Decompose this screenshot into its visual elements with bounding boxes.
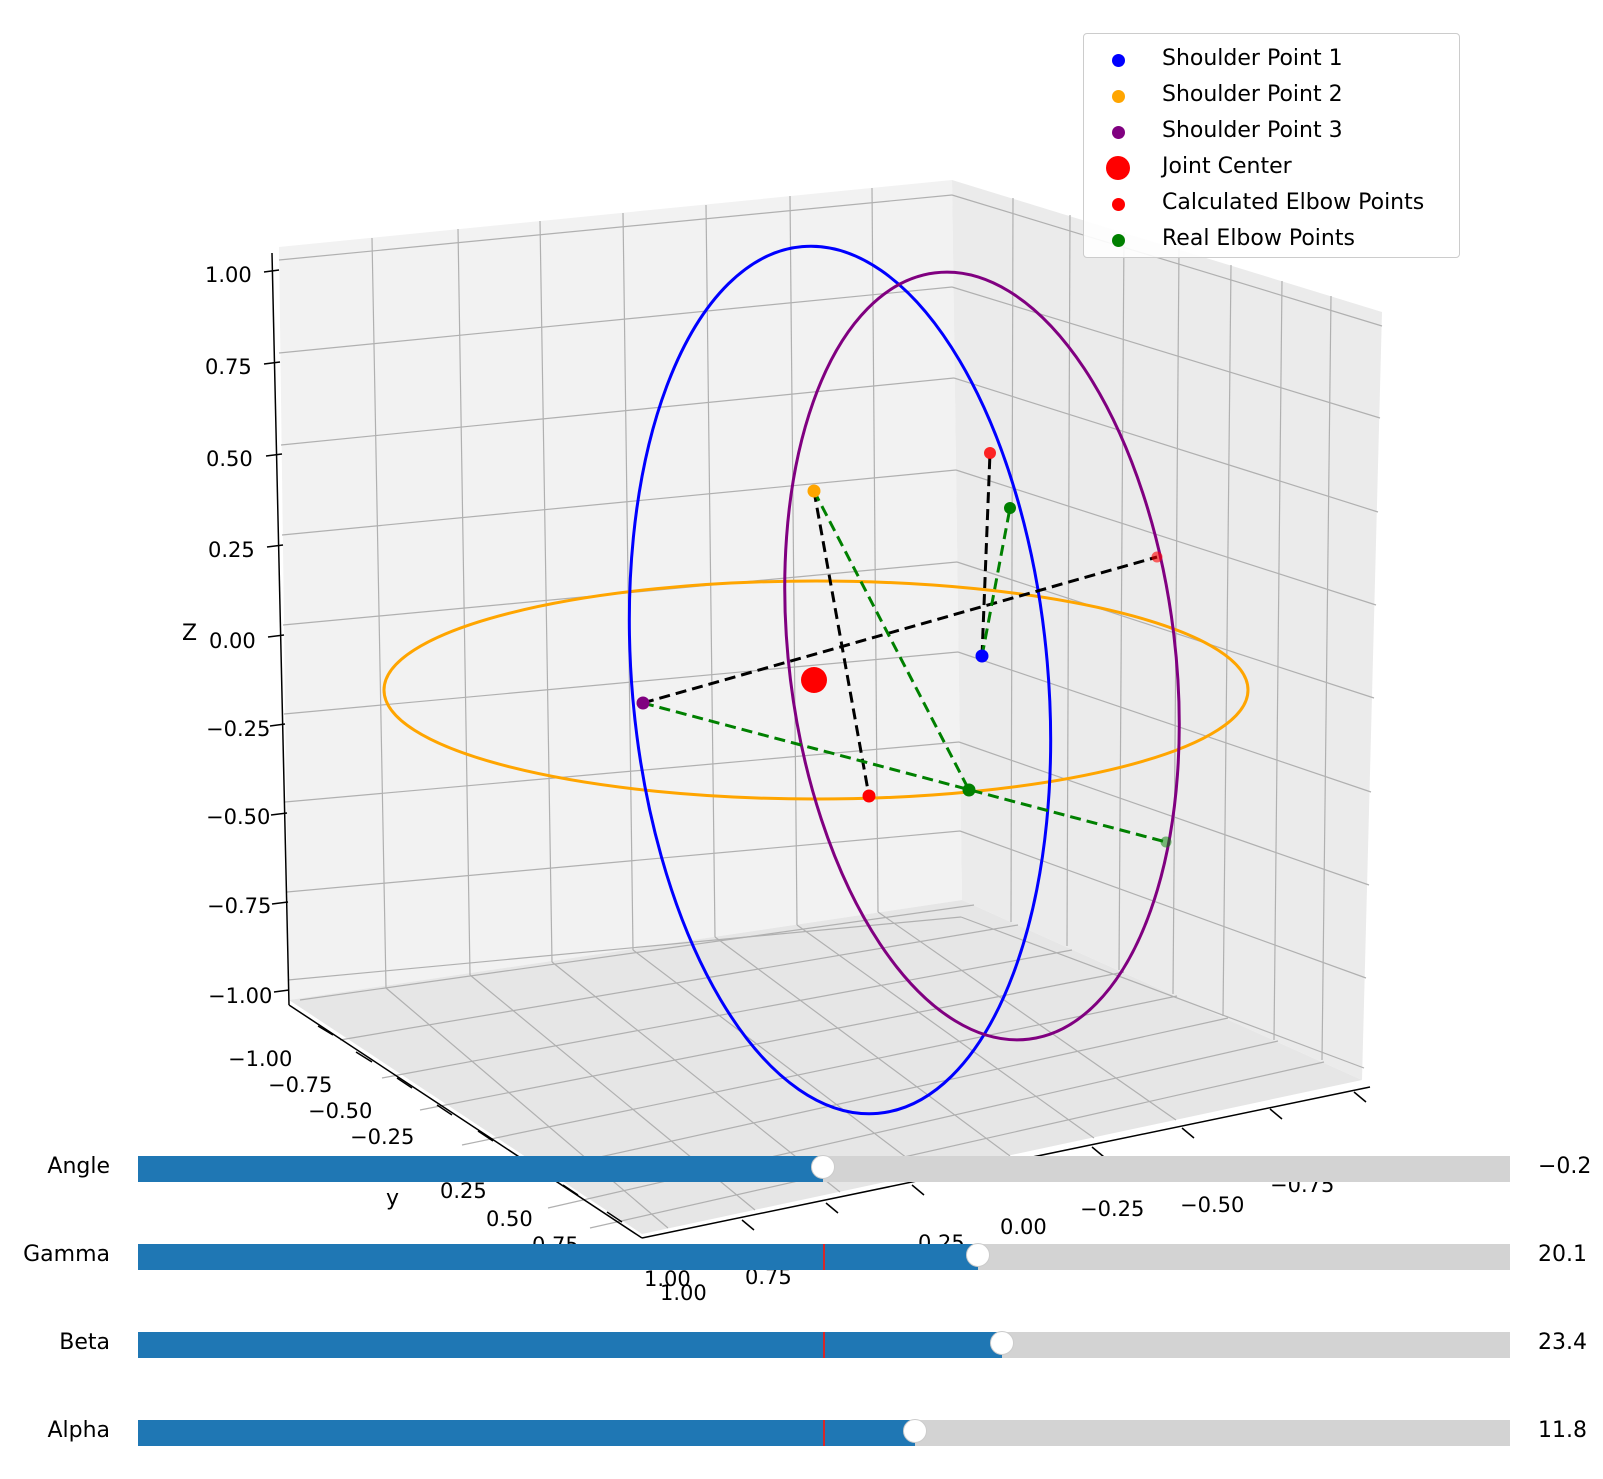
slider-track[interactable] [138, 1155, 1510, 1182]
slider-track[interactable] [138, 1331, 1510, 1358]
data-points [636, 447, 1172, 848]
z-tick-labels: 1.00 0.75 0.50 0.25 0.00 −0.25 −0.50 −0.75 −1.00 [205, 263, 272, 1008]
legend-item: Joint Center [1084, 150, 1459, 186]
slider-track[interactable] [138, 1419, 1510, 1446]
slider-value: 20.1 [1538, 1242, 1587, 1267]
legend-label: Shoulder Point 1 [1162, 46, 1343, 71]
slider-initial-marker [823, 1244, 825, 1270]
calculated-connectors [642, 452, 1158, 797]
y-tick-label: −0.75 [268, 1073, 332, 1097]
y-tick-label: −1.00 [228, 1047, 292, 1071]
slider-beta[interactable]: Beta 23.4 [0, 1314, 1603, 1374]
legend-item: Calculated Elbow Points [1084, 186, 1459, 222]
calculated-elbow-point [984, 447, 996, 459]
joint-center [801, 667, 827, 693]
legend-marker [1111, 53, 1125, 67]
z-axis-label: Z [182, 621, 197, 646]
real-connectors [642, 490, 1167, 844]
z-tick-label: 1.00 [205, 263, 252, 287]
legend-marker [1111, 233, 1125, 247]
x-tick-label: −0.50 [1180, 1193, 1244, 1217]
real-elbow-point [1160, 836, 1172, 848]
blue-circle [627, 244, 1053, 1116]
slider-label: Gamma [23, 1242, 110, 1267]
y-axis-label: y [386, 1186, 399, 1211]
real-elbow-point [962, 783, 976, 797]
slider-label: Angle [47, 1154, 110, 1179]
x-tick-label: −0.25 [1080, 1197, 1144, 1221]
back-left-pane [279, 180, 962, 1000]
z-tick-label: −1.00 [208, 984, 272, 1008]
grid-lines [278, 187, 1383, 1229]
slider-value: 23.4 [1538, 1330, 1587, 1355]
y-tick-label: −0.25 [350, 1125, 414, 1149]
legend-item: Real Elbow Points [1084, 222, 1459, 258]
slider-alpha[interactable]: Alpha 11.8 [0, 1402, 1603, 1462]
purple-circle [783, 270, 1181, 1042]
slider-angle[interactable]: Angle −0.2 [0, 1138, 1603, 1198]
floor-pane [289, 900, 1362, 1234]
slider-handle[interactable] [902, 1419, 927, 1443]
legend-marker [1111, 197, 1125, 211]
legend-item: Shoulder Point 1 [1084, 42, 1459, 78]
slider-label: Beta [59, 1330, 110, 1355]
calculated-elbow-point [862, 789, 876, 803]
legend-item: Shoulder Point 2 [1084, 78, 1459, 114]
slider-fill [138, 1156, 823, 1182]
legend-label: Shoulder Point 2 [1162, 82, 1343, 107]
z-tick-label: −0.25 [206, 717, 270, 741]
slider-handle[interactable] [990, 1331, 1015, 1355]
legend-item: Shoulder Point 3 [1084, 114, 1459, 150]
legend-label: Shoulder Point 3 [1162, 118, 1343, 143]
legend-label: Real Elbow Points [1162, 226, 1355, 251]
legend-marker [1111, 125, 1125, 139]
legend: Shoulder Point 1 Shoulder Point 2 Shoulder… [1083, 33, 1460, 258]
z-tick-label: 0.25 [208, 538, 255, 562]
z-tick-label: −0.50 [206, 805, 270, 829]
z-tick-label: 0.00 [209, 629, 256, 653]
z-tick-label: 0.75 [205, 355, 252, 379]
y-tick-label: 0.25 [440, 1179, 487, 1203]
slider-fill [138, 1420, 915, 1446]
real-elbow-point [1004, 502, 1016, 514]
legend-marker [1111, 89, 1125, 103]
shoulder-point-2 [807, 484, 821, 498]
legend-label: Joint Center [1162, 154, 1292, 179]
z-tick-label: −0.75 [207, 894, 271, 918]
x-tick-label: 0.00 [1000, 1215, 1047, 1239]
shoulder-point-1 [975, 649, 989, 663]
slider-value: 11.8 [1538, 1418, 1587, 1443]
z-axis-ticks [263, 269, 290, 993]
slider-initial-marker [823, 1420, 825, 1446]
slider-gamma[interactable]: Gamma 20.1 [0, 1226, 1603, 1286]
slider-initial-marker [823, 1332, 825, 1358]
slider-label: Alpha [47, 1418, 110, 1443]
legend-label: Calculated Elbow Points [1162, 190, 1425, 215]
x-tick-label: 1.00 [660, 1281, 707, 1305]
y-tick-label: 1.00 [644, 1267, 691, 1291]
slider-fill [138, 1244, 978, 1270]
y-tick-label: 0.50 [486, 1207, 533, 1231]
slider-handle[interactable] [810, 1155, 835, 1179]
legend-marker [1106, 156, 1130, 180]
z-tick-label: 0.50 [206, 447, 253, 471]
slider-fill [138, 1332, 1003, 1358]
shoulder-point-3 [636, 696, 650, 710]
slider-value: −0.2 [1538, 1154, 1592, 1179]
slider-track[interactable] [138, 1243, 1510, 1270]
y-tick-label: −0.50 [308, 1099, 372, 1123]
slider-handle[interactable] [965, 1243, 990, 1267]
calculated-elbow-point [1151, 551, 1163, 563]
